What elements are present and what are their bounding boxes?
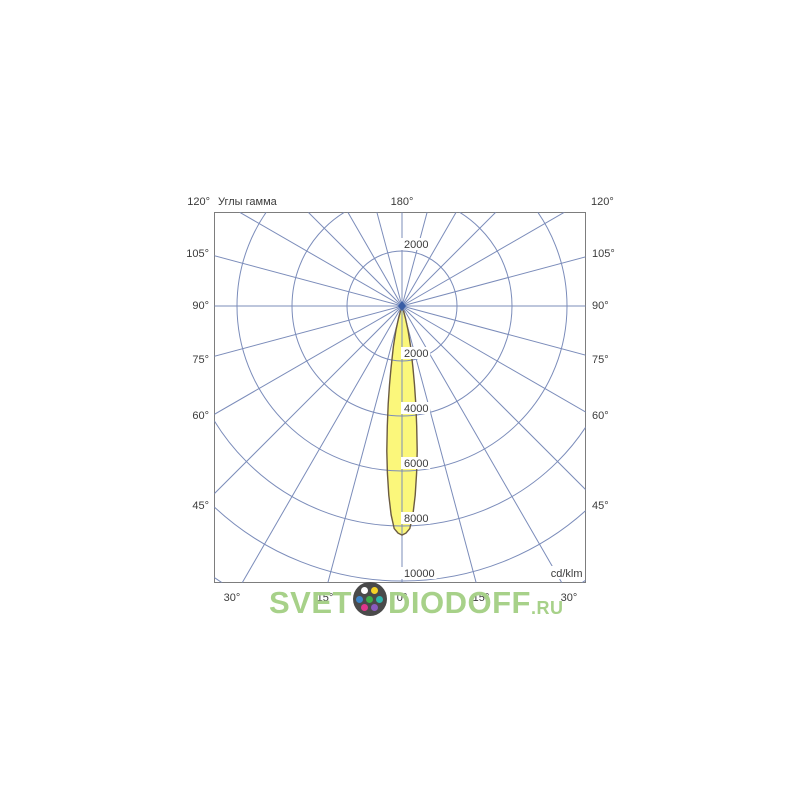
angle-label-bottom: 0° <box>397 592 408 604</box>
angle-label-left: 60° <box>192 410 209 422</box>
unit-label-bg <box>543 566 584 579</box>
angle-label-left: 105° <box>186 248 209 260</box>
radial-grid-line <box>401 212 497 307</box>
angle-label-top-right: 120° <box>591 196 614 208</box>
angle-label-right: 105° <box>592 248 615 260</box>
logo-dot <box>376 595 384 603</box>
radial-grid-line <box>401 212 457 307</box>
angle-label-bottom: 30° <box>224 592 241 604</box>
radial-grid-line <box>214 305 403 357</box>
angle-label-right: 90° <box>592 300 609 312</box>
radial-grid-line <box>401 305 586 491</box>
tick-label-bg <box>401 347 431 359</box>
angle-label-top-center: 180° <box>391 196 414 208</box>
radial-grid-line <box>307 212 403 307</box>
radial-grid-line <box>401 212 565 307</box>
radial-tick-label: 2000 <box>404 348 428 360</box>
radial-grid-line <box>347 212 403 307</box>
watermark-text-svet: SVET <box>269 585 352 620</box>
radial-grid-line <box>241 305 403 583</box>
watermark-text-ru: .RU <box>530 598 564 618</box>
beam-lobe-outline <box>386 303 418 536</box>
angle-label-top-left: 120° <box>187 196 210 208</box>
radial-unit-label: cd/klm <box>551 568 583 580</box>
center-marker <box>398 301 406 311</box>
tick-label-bg <box>401 238 431 250</box>
angle-label-left: 45° <box>192 500 209 512</box>
radial-grid-line <box>401 256 586 307</box>
angle-label-right: 75° <box>592 354 609 366</box>
angle-label-left: 90° <box>192 300 209 312</box>
radial-grid-line <box>214 305 403 495</box>
watermark: SVET DIODOFF .RU <box>269 580 563 618</box>
angle-label-right: 45° <box>592 500 609 512</box>
angle-label-bottom: 30° <box>561 592 578 604</box>
logo-dot <box>371 604 379 611</box>
radial-grid-line <box>401 305 586 356</box>
logo-dot <box>361 587 369 594</box>
logo-dot <box>371 587 379 594</box>
tick-label-bg <box>401 457 431 469</box>
radial-grid-line <box>401 305 563 583</box>
radial-grid-line <box>401 305 586 413</box>
tick-label-bg <box>401 567 437 579</box>
radial-grid-line <box>327 305 403 583</box>
radial-tick-label: 6000 <box>404 458 428 470</box>
chart-title: Углы гамма <box>218 196 278 208</box>
tick-label-bg <box>401 402 431 414</box>
angle-label-bottom: 15° <box>473 592 490 604</box>
radial-tick-label: 4000 <box>404 403 428 415</box>
tick-label-bg <box>401 512 431 524</box>
angle-label-bottom: 15° <box>317 592 334 604</box>
logo-dot <box>361 604 369 611</box>
radial-tick-label: 10000 <box>404 568 435 580</box>
radial-tick-label: 2000 <box>404 239 428 251</box>
watermark-text-diodoff: DIODOFF <box>387 585 531 620</box>
radial-grid-line <box>239 212 403 307</box>
angle-label-left: 75° <box>192 354 209 366</box>
angle-label-right: 60° <box>592 410 609 422</box>
radial-grid-line <box>214 255 403 307</box>
watermark-logo-icon <box>352 582 387 616</box>
logo-dot <box>356 595 364 603</box>
radial-grid-line <box>214 305 403 415</box>
radial-tick-label: 8000 <box>404 513 428 525</box>
logo-dot <box>366 595 374 603</box>
